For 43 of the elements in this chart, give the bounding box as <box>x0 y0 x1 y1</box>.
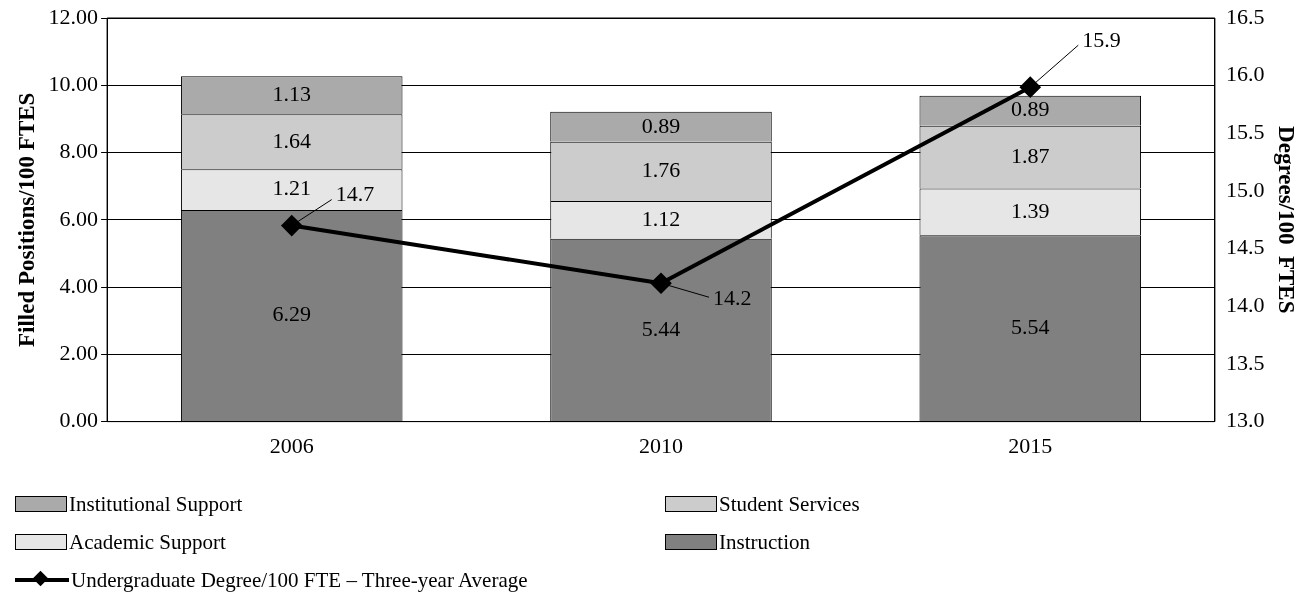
y2-tick-label: 13.0 <box>1225 407 1265 433</box>
y2-tick-label: 16.0 <box>1225 61 1265 87</box>
y2-tick-label: 15.5 <box>1225 119 1265 145</box>
point <box>281 215 302 236</box>
y2-tick-label: 13.5 <box>1225 349 1265 375</box>
y-tick-label: 10.00 <box>48 71 99 97</box>
point <box>1020 77 1041 98</box>
y2-tick-label: 15.0 <box>1225 176 1265 202</box>
data-label: 0.89 <box>1011 96 1050 122</box>
y-axis-title: Filled Positions/100 FTES <box>13 92 39 347</box>
data-label: 1.87 <box>1011 142 1050 168</box>
legend-label: Undergraduate Degree/100 FTE – Three-year Average <box>71 567 528 593</box>
data-label: 14.2 <box>713 285 752 310</box>
data-label: 15.9 <box>1082 26 1121 52</box>
data-label: 6.29 <box>272 301 311 327</box>
x-tick-label: 2015 <box>1008 432 1053 458</box>
y-tick-label: 4.00 <box>59 272 99 298</box>
y2-tick-label: 16.5 <box>1225 3 1265 29</box>
data-label: 5.44 <box>641 315 681 341</box>
y-tick-label: 6.00 <box>59 205 99 231</box>
y-tick-label: 2.00 <box>59 340 99 366</box>
data-label: 14.7 <box>335 181 375 207</box>
x-tick-label: 2010 <box>639 432 683 458</box>
data-label: 1.12 <box>641 205 681 231</box>
legend-label: Student Services <box>719 491 860 517</box>
data-label: 1.64 <box>272 127 311 153</box>
data-label: 5.54 <box>1011 313 1050 339</box>
data-label: 0.89 <box>641 112 681 138</box>
legend-label: Institutional Support <box>69 491 243 517</box>
data-label: 1.39 <box>1011 197 1050 223</box>
data-label: 1.76 <box>641 157 681 183</box>
y-tick-label: 0.00 <box>59 407 99 433</box>
x-tick-label: 2006 <box>269 432 314 458</box>
data-label: 1.21 <box>272 175 311 201</box>
y2-tick-label: 14.5 <box>1225 234 1265 260</box>
y-tick-label: 12.00 <box>48 3 99 29</box>
legend-label: Instruction <box>719 529 810 555</box>
legend-label: Academic Support <box>69 529 226 555</box>
y2-axis-title: Degrees/100 FTES <box>1274 126 1300 314</box>
point <box>651 273 671 294</box>
data-label: 1.13 <box>272 80 311 106</box>
y2-tick-label: 14.0 <box>1225 292 1265 318</box>
y-tick-label: 8.00 <box>59 138 99 164</box>
